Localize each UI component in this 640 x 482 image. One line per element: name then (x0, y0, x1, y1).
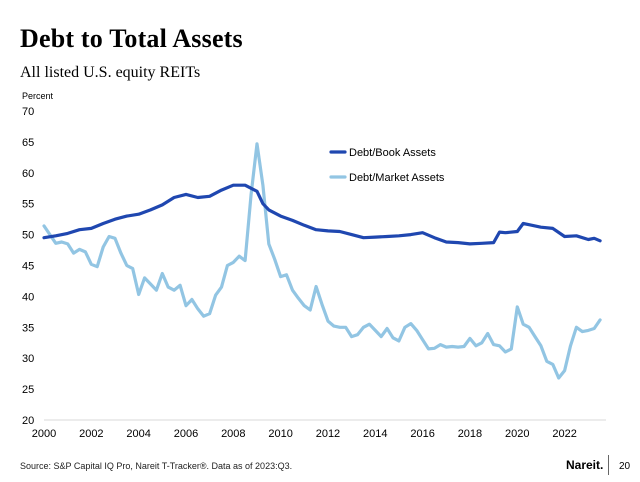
y-tick-label: 55 (22, 199, 34, 211)
page-number: 20 (619, 461, 631, 472)
x-tick-label: 2008 (221, 428, 245, 440)
x-tick-label: 2014 (363, 428, 387, 440)
x-axis-ticks: 2000 2002 2004 2006 2008 2010 2012 2014 2016 2018… (32, 428, 577, 440)
legend-label: Debt/Book Assets (349, 147, 436, 159)
series-line-debt-book-assets (42, 183, 602, 246)
series-group (42, 142, 602, 380)
x-tick-label: 2012 (316, 428, 340, 440)
x-tick-label: 2018 (458, 428, 482, 440)
series-line-debt-market-assets (42, 142, 602, 380)
x-tick-label: 2016 (410, 428, 434, 440)
page-title: Debt to Total Assets (20, 24, 243, 53)
y-tick-label: 50 (22, 230, 34, 242)
x-tick-label: 2006 (174, 428, 198, 440)
y-tick-label: 25 (22, 384, 34, 396)
legend-label: Debt/Market Assets (349, 172, 445, 184)
y-axis-label: Percent (22, 91, 54, 101)
page-subtitle: All listed U.S. equity REITs (20, 64, 201, 81)
x-tick-label: 2002 (79, 428, 103, 440)
y-tick-label: 20 (22, 415, 34, 427)
y-tick-label: 30 (22, 353, 34, 365)
y-tick-label: 35 (22, 322, 34, 334)
footer-divider (608, 455, 609, 475)
legend: Debt/Book Assets Debt/Market Assets (329, 147, 445, 184)
y-tick-label: 70 (22, 106, 34, 118)
y-tick-label: 45 (22, 261, 34, 273)
nareit-logo: Nareit. (566, 458, 604, 472)
y-tick-label: 60 (22, 168, 34, 180)
source-note: Source: S&P Capital IQ Pro, Nareit T-Tra… (20, 461, 293, 471)
y-axis-ticks: 20 25 30 35 40 45 50 55 60 65 70 (22, 106, 34, 427)
x-tick-label: 2010 (268, 428, 292, 440)
y-tick-label: 40 (22, 291, 34, 303)
y-tick-label: 65 (22, 137, 34, 149)
x-tick-label: 2020 (505, 428, 529, 440)
x-tick-label: 2022 (552, 428, 576, 440)
x-tick-label: 2000 (32, 428, 56, 440)
x-tick-label: 2004 (126, 428, 150, 440)
